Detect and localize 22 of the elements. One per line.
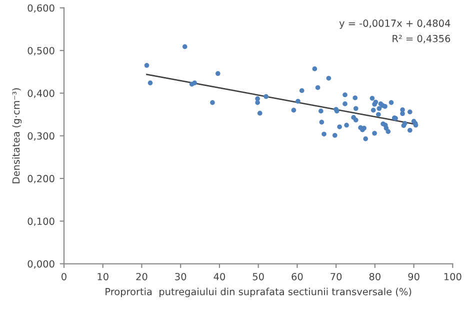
x-tick-label: 80	[369, 272, 380, 280]
y-tick-label: 0,100	[28, 218, 54, 226]
y-tick-label: 0,600	[28, 4, 54, 13]
x-tick-label: 20	[136, 272, 148, 280]
x-tick-label: 100	[444, 272, 462, 280]
x-tick-label: 10	[98, 272, 108, 280]
annotation: R² = 0,4356	[392, 34, 450, 44]
y-axis-title: Densitatea (g·cm⁻³)	[12, 88, 22, 184]
y-tick-label: 0,000	[28, 260, 54, 269]
x-tick-label: 90	[408, 272, 420, 280]
x-tick-label: 60	[292, 272, 303, 280]
x-tick-label: 0	[62, 272, 66, 280]
annotation: y = -0,0017x + 0,4804	[339, 20, 450, 29]
y-tick-label: 0,500	[28, 46, 54, 56]
x-tick-label: 50	[252, 272, 264, 280]
x-axis-title: Proprortia putregaiului din suprafata sectiunii transversale (%)	[106, 288, 412, 298]
y-tick-label: 0,400	[28, 90, 54, 98]
y-tick-label: 0,300	[28, 132, 54, 141]
x-tick-label: 30	[175, 272, 186, 280]
x-tick-label: 40	[214, 272, 225, 280]
y-tick-label: 0,200	[28, 174, 54, 184]
x-tick-label: 70	[330, 272, 342, 280]
